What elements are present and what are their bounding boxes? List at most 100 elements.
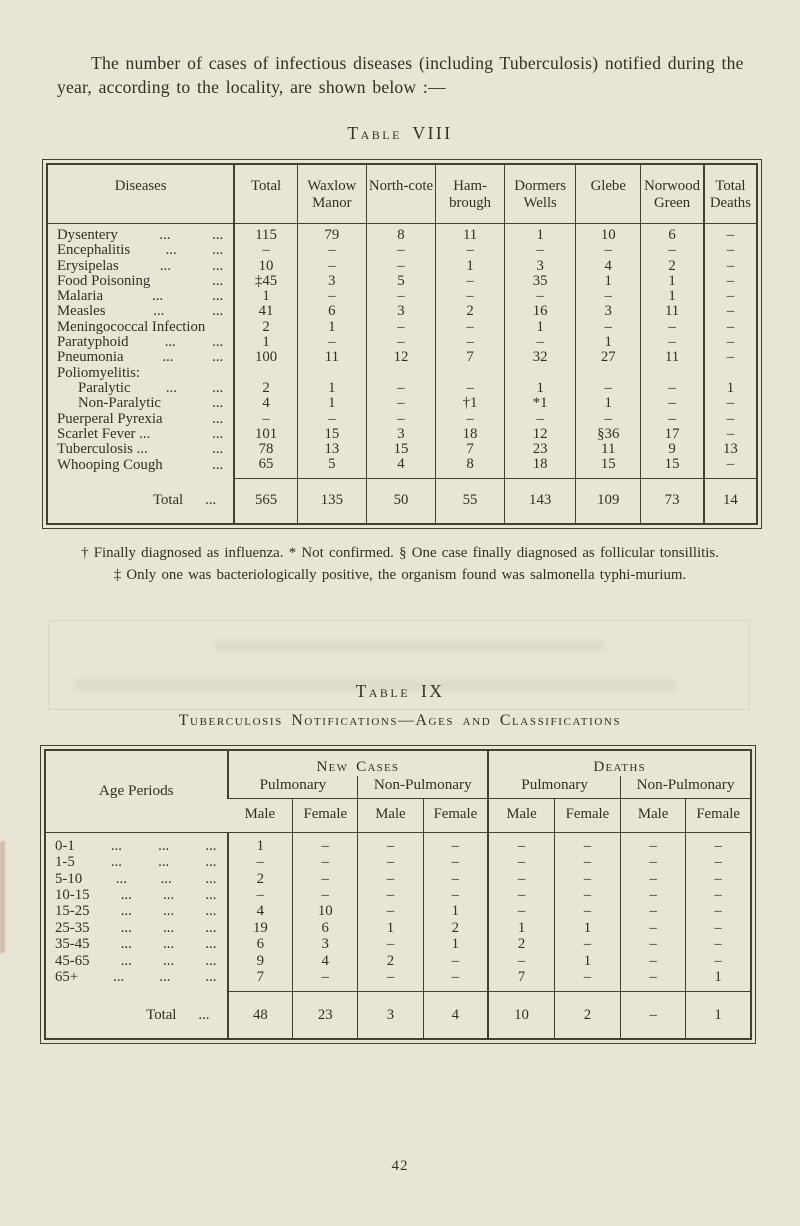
- value-cell: 1: [504, 380, 576, 397]
- value-cell: –: [365, 288, 436, 305]
- value-cell: 4: [365, 457, 436, 479]
- value-cell: 15: [365, 441, 436, 458]
- leader-dots: ...: [153, 303, 165, 320]
- value-cell: –: [575, 319, 641, 336]
- value-cell: 27: [575, 350, 641, 366]
- value-cell: 135: [296, 477, 367, 524]
- value-cell: [640, 365, 704, 381]
- col-header-total-deaths: Total Deaths: [702, 164, 757, 224]
- value-cell: –: [553, 886, 621, 904]
- value-cell: –: [435, 273, 505, 290]
- table9-subtitle: Tuberculosis Notifications—Ages and Clas…: [178, 711, 622, 729]
- value-cell: 6: [292, 919, 358, 937]
- table-row: Food Poisoning... ‡45 3 5–35 1 1–: [47, 273, 757, 290]
- value-cell: 6: [296, 304, 367, 320]
- leader-dots: ...: [205, 919, 217, 936]
- value-cell: 13: [702, 441, 757, 458]
- value-cell: –: [365, 380, 436, 397]
- value-cell: 109: [575, 477, 641, 524]
- col-header-female: Female: [292, 798, 358, 833]
- value-cell: –: [487, 854, 555, 871]
- footnote-1: † Finally diagnosed as influenza. * Not …: [81, 544, 719, 561]
- value-cell: 79: [296, 223, 367, 244]
- value-cell: –: [435, 242, 505, 259]
- value-cell: –: [685, 854, 751, 871]
- value-cell: –: [504, 242, 576, 259]
- value-cell: 1: [296, 380, 367, 397]
- value-cell: 1: [296, 395, 367, 412]
- table9-sex-header-row: Male Female Male Female Male Female Male…: [45, 798, 751, 833]
- col-header-diseases: Diseases: [47, 164, 235, 224]
- row-label: Encephalitis: [57, 242, 131, 259]
- leader-dots: ...: [205, 952, 217, 969]
- infectious-diseases-table: Diseases Total Waxlow Manor North-cote H…: [46, 163, 758, 525]
- value-cell: –: [702, 395, 757, 412]
- value-cell: –: [620, 919, 686, 937]
- total-label: Total: [152, 492, 184, 508]
- value-cell: –: [504, 411, 576, 427]
- row-label: Paratyphoid: [57, 334, 129, 351]
- value-cell: –: [702, 304, 757, 320]
- value-cell: [435, 365, 505, 381]
- value-cell: 6: [640, 223, 704, 244]
- value-cell: 35: [504, 273, 576, 290]
- row-label: Poliomyelitis:: [57, 364, 141, 381]
- value-cell: 2: [422, 919, 489, 937]
- value-cell: –: [553, 903, 621, 920]
- value-cell: 2: [487, 936, 555, 953]
- table8-title: Table VIII: [347, 123, 453, 143]
- row-label: 5-10: [55, 870, 83, 887]
- value-cell: 73: [640, 477, 704, 524]
- leader-dots: ...: [163, 952, 175, 969]
- value-cell: –: [422, 854, 489, 871]
- value-cell: 12: [365, 350, 436, 366]
- total-label-cell: Total ...: [45, 992, 228, 1040]
- leader-dots: ...: [163, 886, 175, 903]
- bleed-through-ghost: [215, 640, 605, 651]
- value-cell: 1: [233, 288, 298, 305]
- value-cell: –: [640, 411, 704, 427]
- value-cell: 18: [435, 426, 505, 443]
- value-cell: 11: [296, 350, 367, 366]
- col-header-age-periods: Age Periods: [45, 749, 228, 833]
- value-cell: –: [620, 886, 686, 904]
- subgroup-header-pulmonary: Pulmonary: [226, 775, 358, 799]
- value-cell: 55: [435, 477, 505, 524]
- row-label-cell: Non-Paralytic...: [47, 395, 234, 411]
- table-row: Malaria...... 1– – – – –1–: [47, 288, 757, 305]
- value-cell: 19: [226, 919, 293, 937]
- leader-dots: ...: [205, 854, 217, 871]
- group-header-new-cases: New Cases: [226, 749, 489, 776]
- row-label: Scarlet Fever ...: [57, 425, 151, 442]
- leader-dots: ...: [165, 242, 177, 259]
- table-row: Scarlet Fever ...... 101 15 3 18 12 §36 17–: [47, 425, 757, 443]
- value-cell: 565: [233, 477, 298, 524]
- scan-edge-mark: [0, 841, 5, 953]
- value-cell: 5: [296, 457, 367, 479]
- table-row: Whooping Cough... 65 5 4 8 18 15 15–: [47, 457, 757, 479]
- row-label: 65+: [55, 969, 79, 986]
- value-cell: 2: [357, 952, 424, 969]
- value-cell: –: [685, 919, 751, 937]
- table9-subgroup-header-row: Pulmonary Non-Pulmonary Pulmonary Non-Pu…: [45, 775, 751, 799]
- leader-dots: ...: [205, 969, 217, 986]
- value-cell: –: [422, 952, 489, 969]
- table-row: Pneumonia...... 100 11 12 7 32 27 11–: [47, 350, 757, 366]
- table-row: Non-Paralytic... 4 1– †1 *1 1– –: [47, 395, 757, 412]
- value-cell: –: [292, 969, 358, 992]
- row-label: Measles: [57, 303, 106, 320]
- value-cell: 4: [292, 952, 358, 969]
- value-cell: –: [504, 334, 576, 351]
- value-cell: –: [620, 936, 686, 953]
- col-header-male: Male: [357, 798, 424, 833]
- value-cell: –: [422, 886, 489, 904]
- col-header-female: Female: [685, 798, 751, 833]
- value-cell: –: [640, 242, 704, 259]
- value-cell: 3: [504, 258, 576, 274]
- total-label-cell: Total ...: [47, 478, 234, 524]
- value-cell: –: [296, 258, 367, 274]
- row-label: Erysipelas: [57, 257, 119, 274]
- leader-dots: ...: [120, 936, 132, 953]
- value-cell: 1: [640, 273, 704, 290]
- page-number: 42: [391, 1158, 409, 1175]
